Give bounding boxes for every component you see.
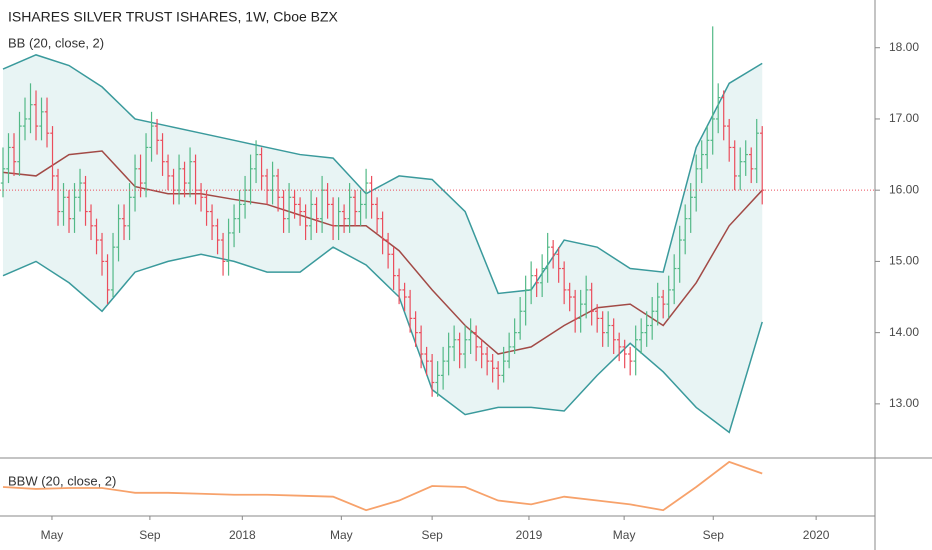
y-tick-label: 16.00 <box>889 182 919 196</box>
y-tick-label: 13.00 <box>889 396 919 410</box>
x-tick-label: May <box>41 528 64 542</box>
indicator-label: BBW (20, close, 2) <box>8 473 116 488</box>
y-tick-label: 18.00 <box>889 40 919 54</box>
line <box>2 460 763 512</box>
x-tick-label: 2019 <box>516 528 543 542</box>
x-tick-label: May <box>613 528 636 542</box>
x-tick-label: 2018 <box>229 528 256 542</box>
y-tick-label: 17.00 <box>889 111 919 125</box>
x-tick-label: 2020 <box>803 528 830 542</box>
x-tick-label: May <box>330 528 353 542</box>
y-tick-label: 14.00 <box>889 325 919 339</box>
x-tick-label: Sep <box>703 528 725 542</box>
upper-band <box>2 54 763 295</box>
x-tick-label: Sep <box>421 528 443 542</box>
y-tick-label: 15.00 <box>889 254 919 268</box>
x-tick-label: Sep <box>139 528 161 542</box>
indicator-label: BB (20, close, 2) <box>8 35 104 50</box>
chart-title: ISHARES SILVER TRUST ISHARES, 1W, Cboe B… <box>8 9 339 25</box>
plot-area <box>0 26 875 512</box>
